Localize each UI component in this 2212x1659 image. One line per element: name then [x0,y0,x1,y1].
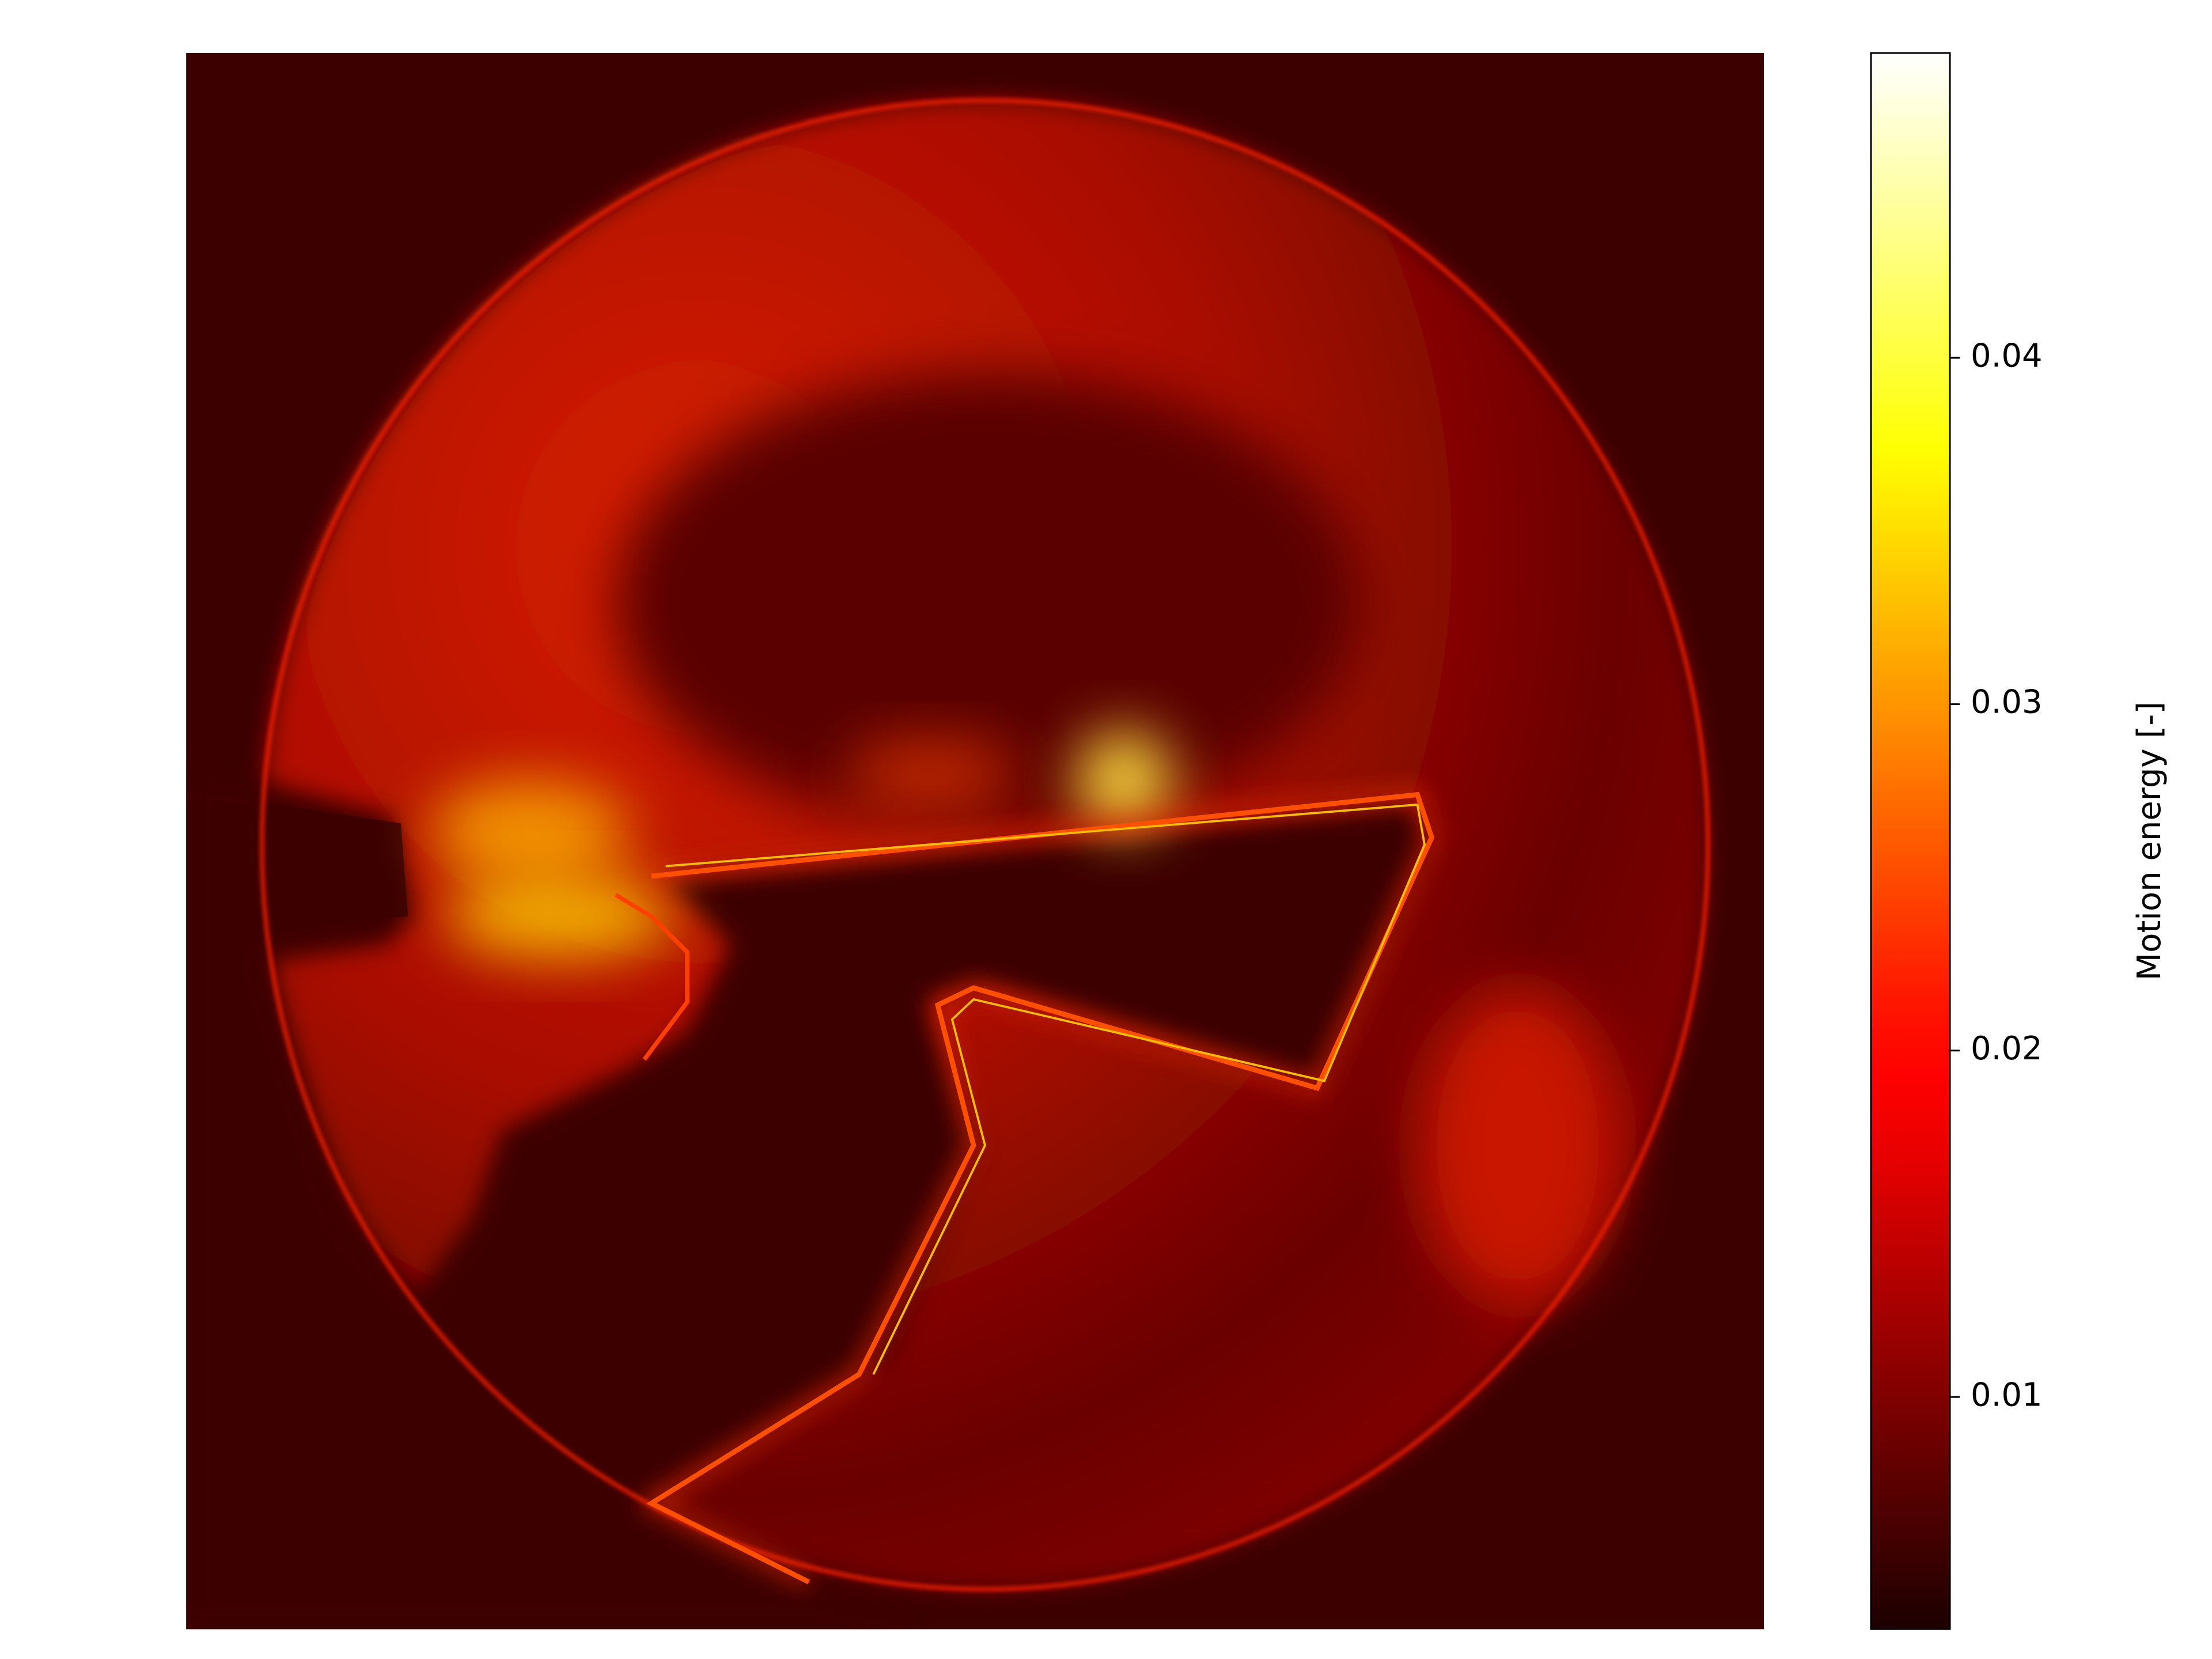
colorbar-tick-label: 0.02 [1971,1030,2043,1067]
colorbar-tick-label: 0.03 [1971,684,2043,721]
colorbar-label: Motion energy [-] [2131,702,2168,980]
colorbar-frame [1870,52,1951,1630]
colorbar-gradient [1871,53,1950,1629]
heatmap-image [186,52,1764,1630]
colorbar-tick-label: 0.01 [1971,1376,2043,1414]
colorbar-tick-label: 0.04 [1971,337,2043,374]
colorbar: 0.01 0.02 0.03 0.04 [1870,52,2043,1630]
